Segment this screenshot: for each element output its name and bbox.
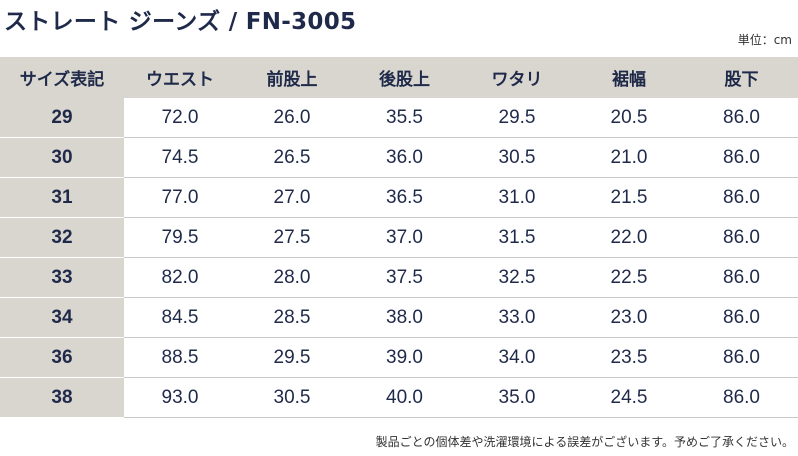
table-cell: 21.0 bbox=[573, 137, 685, 178]
table-cell: 21.5 bbox=[573, 177, 685, 218]
table-header-row: サイズ表記 ウエスト 前股上 後股上 ワタリ 裾幅 股下 bbox=[0, 57, 798, 98]
table-cell: 86.0 bbox=[685, 337, 798, 378]
header-hem: 裾幅 bbox=[573, 57, 685, 98]
table-cell: 28.0 bbox=[236, 257, 348, 298]
disclaimer-note: 製品ごとの個体差や洗濯環境による誤差がございます。予めご了承ください。 bbox=[375, 435, 794, 449]
table-cell: 88.5 bbox=[124, 337, 236, 378]
table-cell: 86.0 bbox=[685, 98, 798, 138]
header-waist: ウエスト bbox=[124, 57, 236, 98]
table-cell: 40.0 bbox=[348, 377, 461, 418]
table-cell: 26.5 bbox=[236, 137, 348, 178]
table-row: 34 84.5 28.5 38.0 33.0 23.0 86.0 bbox=[0, 297, 798, 338]
table-cell: 30.5 bbox=[461, 137, 573, 178]
table-cell: 27.0 bbox=[236, 177, 348, 218]
size-cell: 38 bbox=[0, 377, 124, 418]
table-cell: 77.0 bbox=[124, 177, 236, 218]
size-table: サイズ表記 ウエスト 前股上 後股上 ワタリ 裾幅 股下 29 72.0 26.… bbox=[0, 57, 798, 418]
table-cell: 29.5 bbox=[461, 98, 573, 138]
size-cell: 34 bbox=[0, 297, 124, 338]
table-cell: 82.0 bbox=[124, 257, 236, 298]
table-cell: 28.5 bbox=[236, 297, 348, 338]
page-title: ストレート ジーンズ / FN-3005 bbox=[4, 9, 357, 35]
table-cell: 35.5 bbox=[348, 98, 461, 138]
table-cell: 86.0 bbox=[685, 137, 798, 178]
table-cell: 86.0 bbox=[685, 377, 798, 418]
table-cell: 86.0 bbox=[685, 217, 798, 258]
table-cell: 33.0 bbox=[461, 297, 573, 338]
table-cell: 39.0 bbox=[348, 337, 461, 378]
header-back-rise: 後股上 bbox=[348, 57, 461, 98]
table-cell: 84.5 bbox=[124, 297, 236, 338]
table-row: 33 82.0 28.0 37.5 32.5 22.5 86.0 bbox=[0, 257, 798, 298]
size-cell: 32 bbox=[0, 217, 124, 258]
table-cell: 37.5 bbox=[348, 257, 461, 298]
size-cell: 31 bbox=[0, 177, 124, 218]
unit-label: 単位：cm bbox=[737, 33, 792, 47]
table-cell: 22.0 bbox=[573, 217, 685, 258]
table-cell: 38.0 bbox=[348, 297, 461, 338]
table-row: 29 72.0 26.0 35.5 29.5 20.5 86.0 bbox=[0, 98, 798, 138]
size-cell: 30 bbox=[0, 137, 124, 178]
table-cell: 36.0 bbox=[348, 137, 461, 178]
table-row: 38 93.0 30.5 40.0 35.0 24.5 86.0 bbox=[0, 377, 798, 418]
table-row: 32 79.5 27.5 37.0 31.5 22.0 86.0 bbox=[0, 217, 798, 258]
table-cell: 93.0 bbox=[124, 377, 236, 418]
table-cell: 24.5 bbox=[573, 377, 685, 418]
table-cell: 86.0 bbox=[685, 177, 798, 218]
header-inseam: 股下 bbox=[685, 57, 798, 98]
size-cell: 36 bbox=[0, 337, 124, 378]
table-row: 31 77.0 27.0 36.5 31.0 21.5 86.0 bbox=[0, 177, 798, 218]
table-cell: 74.5 bbox=[124, 137, 236, 178]
table-cell: 20.5 bbox=[573, 98, 685, 138]
table-cell: 29.5 bbox=[236, 337, 348, 378]
table-cell: 23.0 bbox=[573, 297, 685, 338]
table-cell: 37.0 bbox=[348, 217, 461, 258]
table-cell: 31.5 bbox=[461, 217, 573, 258]
table-cell: 23.5 bbox=[573, 337, 685, 378]
table-cell: 30.5 bbox=[236, 377, 348, 418]
table-row: 36 88.5 29.5 39.0 34.0 23.5 86.0 bbox=[0, 337, 798, 378]
table-cell: 22.5 bbox=[573, 257, 685, 298]
table-cell: 35.0 bbox=[461, 377, 573, 418]
table-cell: 26.0 bbox=[236, 98, 348, 138]
table-row: 30 74.5 26.5 36.0 30.5 21.0 86.0 bbox=[0, 137, 798, 178]
table-cell: 79.5 bbox=[124, 217, 236, 258]
table-cell: 32.5 bbox=[461, 257, 573, 298]
table-cell: 86.0 bbox=[685, 257, 798, 298]
header-front-rise: 前股上 bbox=[236, 57, 348, 98]
table-cell: 72.0 bbox=[124, 98, 236, 138]
header-size: サイズ表記 bbox=[0, 57, 124, 98]
table-cell: 27.5 bbox=[236, 217, 348, 258]
table-cell: 34.0 bbox=[461, 337, 573, 378]
size-cell: 33 bbox=[0, 257, 124, 298]
header-thigh: ワタリ bbox=[461, 57, 573, 98]
table-cell: 36.5 bbox=[348, 177, 461, 218]
table-cell: 31.0 bbox=[461, 177, 573, 218]
table-cell: 86.0 bbox=[685, 297, 798, 338]
size-cell: 29 bbox=[0, 98, 124, 138]
